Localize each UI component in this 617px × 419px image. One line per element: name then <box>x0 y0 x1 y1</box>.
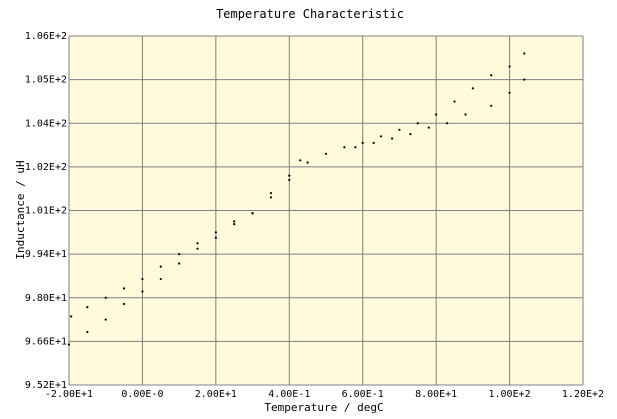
y-axis-ticks: 9.52E+1 9.66E+1 9.80E+1 9.94E+1 1.01E+2 1.02E… <box>25 31 67 391</box>
data-point-series-1 <box>416 122 419 125</box>
data-point-series-2 <box>196 247 199 250</box>
data-point-series-2 <box>67 343 71 346</box>
data-points <box>67 52 526 346</box>
data-point-series-2 <box>269 191 273 195</box>
data-point-series-1 <box>306 161 309 164</box>
x-axis-ticks: -2.00E+1 0.00E-0 2.00E+1 4.00E-1 6.00E-1 8.00… <box>45 389 604 400</box>
data-point-series-1 <box>70 315 73 318</box>
data-point-series-1 <box>269 196 273 199</box>
data-point-series-2 <box>122 302 126 306</box>
data-point-series-1 <box>178 253 181 256</box>
x-tick-label: 4.00E-1 <box>268 389 310 400</box>
data-point-series-2 <box>288 174 291 177</box>
chart-title: Temperature Characteristic <box>216 7 404 21</box>
y-axis-label: Inductance / uH <box>14 160 27 259</box>
y-tick-label: 1.04E+2 <box>25 118 67 129</box>
data-point-series-2 <box>251 212 254 215</box>
data-point-series-2 <box>508 91 511 94</box>
data-point-series-2 <box>523 78 526 81</box>
data-point-series-1 <box>471 87 474 90</box>
data-point-series-2 <box>86 330 89 334</box>
x-tick-label: 8.00E+1 <box>415 389 457 400</box>
y-tick-label: 1.05E+2 <box>25 75 67 86</box>
y-tick-label: 9.80E+1 <box>25 293 67 304</box>
data-point-series-1 <box>490 74 493 77</box>
data-point-series-2 <box>233 223 236 226</box>
data-point-series-2 <box>354 146 357 149</box>
data-point-series-1 <box>453 100 456 103</box>
y-tick-label: 1.06E+2 <box>25 31 67 42</box>
y-tick-label: 9.66E+1 <box>25 336 67 347</box>
data-point-series-2 <box>427 126 430 129</box>
x-axis-label: Temperature / degC <box>264 401 383 414</box>
x-tick-label: 2.00E+1 <box>195 389 237 400</box>
y-tick-label: 1.02E+2 <box>25 162 67 173</box>
data-point-series-1 <box>214 231 217 234</box>
data-point-series-1 <box>141 277 144 281</box>
x-tick-label: 1.00E+2 <box>488 389 530 400</box>
data-point-series-2 <box>299 159 302 162</box>
y-tick-label: 9.94E+1 <box>25 249 67 260</box>
data-point-series-1 <box>361 141 364 144</box>
data-point-series-1 <box>343 146 346 149</box>
data-point-series-1 <box>508 65 511 68</box>
x-tick-label: -2.00E+1 <box>45 389 93 400</box>
x-tick-label: 0.00E-0 <box>121 389 163 400</box>
data-point-series-1 <box>196 242 199 245</box>
data-point-series-2 <box>159 277 162 281</box>
data-point-series-2 <box>104 318 107 321</box>
data-point-series-1 <box>288 178 291 182</box>
data-point-series-2 <box>446 122 449 125</box>
y-tick-label: 1.01E+2 <box>25 206 67 217</box>
x-tick-label: 1.20E+2 <box>562 389 604 400</box>
data-point-series-1 <box>159 265 162 268</box>
data-point-series-2 <box>490 104 493 107</box>
data-point-series-1 <box>233 220 236 223</box>
data-point-series-2 <box>141 290 144 293</box>
data-point-series-2 <box>372 141 375 144</box>
data-point-series-1 <box>435 113 438 116</box>
data-point-series-2 <box>390 137 394 140</box>
data-point-series-2 <box>409 133 412 136</box>
grid-lines <box>68 35 584 386</box>
data-point-series-1 <box>523 52 526 55</box>
y-tick-label: 9.52E+1 <box>25 380 67 391</box>
data-point-series-1 <box>122 287 126 290</box>
data-point-series-2 <box>464 113 467 116</box>
data-point-series-1 <box>398 128 401 131</box>
data-point-series-1 <box>379 135 383 138</box>
data-point-series-2 <box>178 262 181 265</box>
data-point-series-1 <box>324 152 328 155</box>
data-point-series-1 <box>86 305 89 309</box>
x-tick-label: 6.00E-1 <box>342 389 384 400</box>
data-point-series-1 <box>104 296 107 299</box>
data-point-series-2 <box>214 236 217 239</box>
